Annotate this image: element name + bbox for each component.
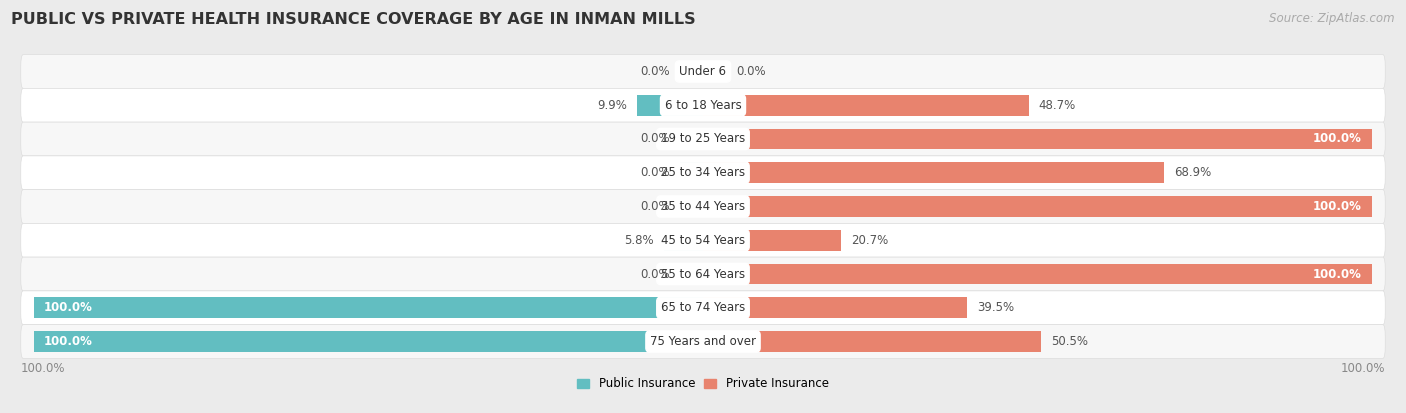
Text: 45 to 54 Years: 45 to 54 Years <box>661 234 745 247</box>
Bar <box>679 196 703 217</box>
Bar <box>703 196 1372 217</box>
FancyBboxPatch shape <box>21 190 1385 223</box>
Text: 68.9%: 68.9% <box>1174 166 1211 179</box>
Bar <box>679 61 703 82</box>
Bar <box>637 95 703 116</box>
Text: 0.0%: 0.0% <box>737 65 766 78</box>
Text: Source: ZipAtlas.com: Source: ZipAtlas.com <box>1270 12 1395 25</box>
Bar <box>703 128 1372 150</box>
Text: 35 to 44 Years: 35 to 44 Years <box>661 200 745 213</box>
Bar <box>703 61 727 82</box>
Text: Under 6: Under 6 <box>679 65 727 78</box>
FancyBboxPatch shape <box>21 325 1385 358</box>
Text: 48.7%: 48.7% <box>1039 99 1076 112</box>
Text: 100.0%: 100.0% <box>1313 133 1362 145</box>
Text: 9.9%: 9.9% <box>598 99 627 112</box>
Text: 39.5%: 39.5% <box>977 301 1014 314</box>
FancyBboxPatch shape <box>21 156 1385 190</box>
Bar <box>664 230 703 251</box>
Text: 0.0%: 0.0% <box>640 166 669 179</box>
FancyBboxPatch shape <box>21 223 1385 257</box>
Text: 6 to 18 Years: 6 to 18 Years <box>665 99 741 112</box>
Text: 55 to 64 Years: 55 to 64 Years <box>661 268 745 280</box>
Text: 19 to 25 Years: 19 to 25 Years <box>661 133 745 145</box>
Text: 0.0%: 0.0% <box>640 268 669 280</box>
FancyBboxPatch shape <box>21 88 1385 122</box>
Text: 100.0%: 100.0% <box>1341 363 1385 375</box>
Text: 5.8%: 5.8% <box>624 234 654 247</box>
Bar <box>703 331 1040 352</box>
Bar <box>703 263 1372 285</box>
Text: PUBLIC VS PRIVATE HEALTH INSURANCE COVERAGE BY AGE IN INMAN MILLS: PUBLIC VS PRIVATE HEALTH INSURANCE COVER… <box>11 12 696 27</box>
Text: 0.0%: 0.0% <box>640 65 669 78</box>
Text: 100.0%: 100.0% <box>21 363 65 375</box>
Bar <box>34 297 703 318</box>
Text: 50.5%: 50.5% <box>1050 335 1088 348</box>
Bar <box>703 230 841 251</box>
Text: 0.0%: 0.0% <box>640 200 669 213</box>
Text: 25 to 34 Years: 25 to 34 Years <box>661 166 745 179</box>
Bar <box>679 162 703 183</box>
Bar <box>679 263 703 285</box>
Text: 20.7%: 20.7% <box>852 234 889 247</box>
Text: 65 to 74 Years: 65 to 74 Years <box>661 301 745 314</box>
Legend: Public Insurance, Private Insurance: Public Insurance, Private Insurance <box>572 373 834 395</box>
Bar <box>34 331 703 352</box>
Text: 75 Years and over: 75 Years and over <box>650 335 756 348</box>
Text: 100.0%: 100.0% <box>44 335 93 348</box>
FancyBboxPatch shape <box>21 55 1385 88</box>
Bar <box>679 128 703 150</box>
Text: 0.0%: 0.0% <box>640 133 669 145</box>
Text: 100.0%: 100.0% <box>1313 200 1362 213</box>
FancyBboxPatch shape <box>21 291 1385 325</box>
Bar <box>703 162 1164 183</box>
Text: 100.0%: 100.0% <box>44 301 93 314</box>
Text: 100.0%: 100.0% <box>1313 268 1362 280</box>
Bar <box>703 297 967 318</box>
Bar <box>703 95 1029 116</box>
FancyBboxPatch shape <box>21 122 1385 156</box>
FancyBboxPatch shape <box>21 257 1385 291</box>
